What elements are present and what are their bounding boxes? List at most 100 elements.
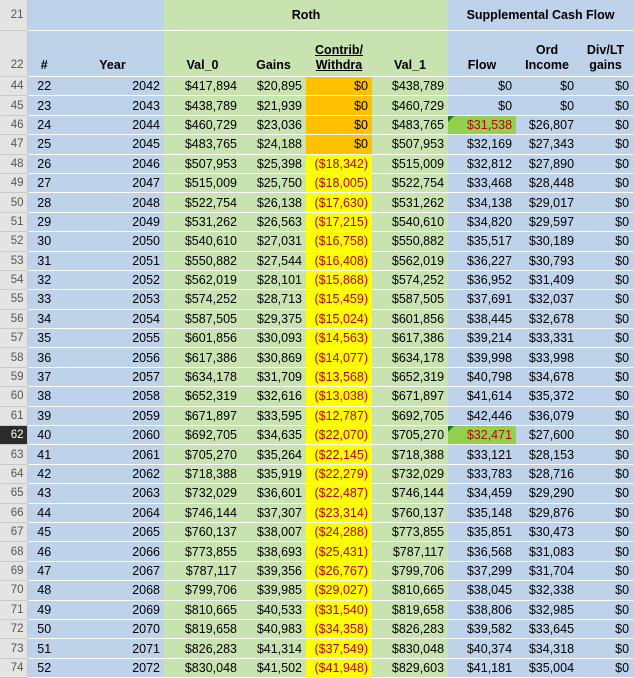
cell-flow[interactable]: $42,446 xyxy=(448,406,517,427)
row-header[interactable]: 63 xyxy=(0,444,28,465)
cell-number[interactable]: 49 xyxy=(27,600,61,620)
cell-flow[interactable]: $40,374 xyxy=(448,638,517,659)
cell-flow[interactable]: $41,614 xyxy=(448,386,517,407)
cell-number[interactable]: 42 xyxy=(27,464,61,485)
cell-flow[interactable]: $33,121 xyxy=(448,444,517,465)
cell-val1[interactable]: $438,789 xyxy=(372,76,449,97)
cell-flow[interactable]: $34,820 xyxy=(448,212,517,233)
cell-year[interactable]: 2046 xyxy=(61,154,164,174)
cell-number[interactable]: 26 xyxy=(27,154,61,174)
cell-val0[interactable]: $732,029 xyxy=(164,483,241,504)
cell-number[interactable]: 43 xyxy=(27,483,61,504)
cell-year[interactable]: 2061 xyxy=(61,444,164,465)
cell-contrib-withdraw[interactable]: ($17,630) xyxy=(306,192,372,213)
cell-div-lt-gains[interactable]: $0 xyxy=(578,522,633,543)
col-header-val1[interactable]: Val_1 xyxy=(372,30,449,77)
cell-gains[interactable]: $27,031 xyxy=(241,231,306,252)
cell-year[interactable]: 2054 xyxy=(61,309,164,330)
cell-val1[interactable]: $601,856 xyxy=(372,309,449,330)
row-header[interactable]: 68 xyxy=(0,541,28,562)
cell-year[interactable]: 2062 xyxy=(61,464,164,485)
cell-flow[interactable]: $35,851 xyxy=(448,522,517,543)
cell-gains[interactable]: $20,895 xyxy=(241,76,306,97)
cell-contrib-withdraw[interactable]: $0 xyxy=(306,134,372,155)
cell-gains[interactable]: $35,264 xyxy=(241,444,306,465)
cell-number[interactable]: 33 xyxy=(27,289,61,310)
cell-flow[interactable]: $35,517 xyxy=(448,231,517,252)
row-header[interactable]: 48 xyxy=(0,154,28,174)
cell-div-lt-gains[interactable]: $0 xyxy=(578,134,633,155)
cell-flow[interactable]: $32,812 xyxy=(448,154,517,174)
row-header[interactable]: 65 xyxy=(0,483,28,504)
cell-div-lt-gains[interactable]: $0 xyxy=(578,541,633,562)
cell-val1[interactable]: $787,117 xyxy=(372,541,449,562)
row-header[interactable]: 61 xyxy=(0,406,28,427)
cell-flow[interactable]: $41,181 xyxy=(448,658,517,678)
cell-val1[interactable]: $562,019 xyxy=(372,251,449,271)
row-header[interactable]: 21 xyxy=(0,0,28,31)
cell-year[interactable]: 2043 xyxy=(61,95,164,116)
row-header[interactable]: 49 xyxy=(0,173,28,194)
cell-val1[interactable]: $540,610 xyxy=(372,212,449,233)
cell-div-lt-gains[interactable]: $0 xyxy=(578,95,633,116)
cell-flow[interactable]: $38,806 xyxy=(448,600,517,620)
row-header[interactable]: 64 xyxy=(0,464,28,485)
col-header-flow[interactable]: Flow xyxy=(448,30,517,77)
cell-ord-income[interactable]: $28,716 xyxy=(516,464,579,485)
cell-div-lt-gains[interactable]: $0 xyxy=(578,483,633,504)
cell-contrib-withdraw[interactable]: ($31,540) xyxy=(306,600,372,620)
cell-val0[interactable]: $692,705 xyxy=(164,425,241,446)
cell-div-lt-gains[interactable]: $0 xyxy=(578,464,633,485)
cell-number[interactable]: 23 xyxy=(27,95,61,116)
row-header[interactable]: 62 xyxy=(0,425,28,446)
cell-gains[interactable]: $26,563 xyxy=(241,212,306,233)
col-header-number[interactable]: # xyxy=(27,30,61,77)
header-cell[interactable] xyxy=(61,0,164,31)
row-header[interactable]: 22 xyxy=(0,30,28,77)
cell-contrib-withdraw[interactable]: ($22,487) xyxy=(306,483,372,504)
cell-year[interactable]: 2045 xyxy=(61,134,164,155)
cell-ord-income[interactable]: $29,876 xyxy=(516,503,579,523)
cell-year[interactable]: 2051 xyxy=(61,251,164,271)
row-header[interactable]: 56 xyxy=(0,309,28,330)
cell-ord-income[interactable]: $28,448 xyxy=(516,173,579,194)
cell-ord-income[interactable]: $31,083 xyxy=(516,541,579,562)
row-header[interactable]: 69 xyxy=(0,561,28,582)
cell-val0[interactable]: $819,658 xyxy=(164,619,241,640)
cell-val1[interactable]: $826,283 xyxy=(372,619,449,640)
row-header[interactable]: 44 xyxy=(0,76,28,97)
cell-val0[interactable]: $507,953 xyxy=(164,154,241,174)
cell-ord-income[interactable]: $30,793 xyxy=(516,251,579,271)
cell-number[interactable]: 51 xyxy=(27,638,61,659)
cell-div-lt-gains[interactable]: $0 xyxy=(578,619,633,640)
cell-ord-income[interactable]: $27,343 xyxy=(516,134,579,155)
cell-number[interactable]: 41 xyxy=(27,444,61,465)
cell-div-lt-gains[interactable]: $0 xyxy=(578,347,633,368)
cell-year[interactable]: 2068 xyxy=(61,580,164,601)
cell-year[interactable]: 2048 xyxy=(61,192,164,213)
cell-flow[interactable]: $40,798 xyxy=(448,367,517,388)
cell-val1[interactable]: $692,705 xyxy=(372,406,449,427)
cell-div-lt-gains[interactable]: $0 xyxy=(578,406,633,427)
cell-val1[interactable]: $652,319 xyxy=(372,367,449,388)
row-header[interactable]: 72 xyxy=(0,619,28,640)
cell-number[interactable]: 38 xyxy=(27,386,61,407)
cell-year[interactable]: 2060 xyxy=(61,425,164,446)
cell-div-lt-gains[interactable]: $0 xyxy=(578,173,633,194)
cell-val1[interactable]: $483,765 xyxy=(372,115,449,136)
cell-ord-income[interactable]: $30,189 xyxy=(516,231,579,252)
cell-val0[interactable]: $522,754 xyxy=(164,192,241,213)
cell-flow[interactable]: $37,691 xyxy=(448,289,517,310)
row-header[interactable]: 67 xyxy=(0,522,28,543)
cell-number[interactable]: 34 xyxy=(27,309,61,330)
cell-contrib-withdraw[interactable]: ($34,358) xyxy=(306,619,372,640)
cell-contrib-withdraw[interactable]: ($13,038) xyxy=(306,386,372,407)
cell-number[interactable]: 44 xyxy=(27,503,61,523)
cell-year[interactable]: 2066 xyxy=(61,541,164,562)
cell-contrib-withdraw[interactable]: ($23,314) xyxy=(306,503,372,523)
cell-val1[interactable]: $819,658 xyxy=(372,600,449,620)
cell-flow[interactable]: $34,459 xyxy=(448,483,517,504)
cell-number[interactable]: 31 xyxy=(27,251,61,271)
cell-gains[interactable]: $32,616 xyxy=(241,386,306,407)
cell-number[interactable]: 24 xyxy=(27,115,61,136)
